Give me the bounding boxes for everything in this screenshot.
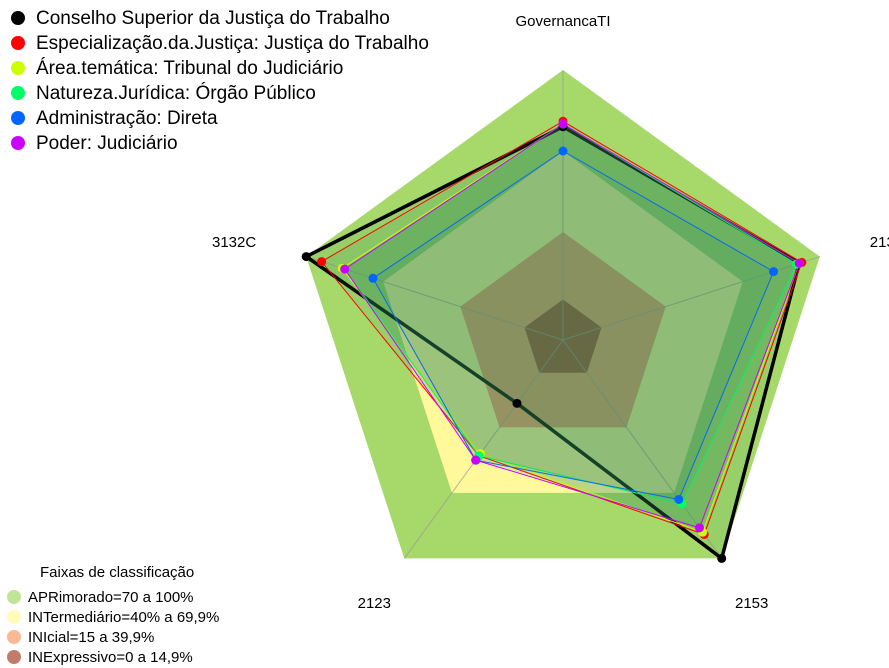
series-point: [558, 119, 568, 129]
band-legend-marker: [7, 630, 21, 644]
legend-label: Natureza.Jurídica: Órgão Público: [36, 82, 316, 104]
band-legend-label: INIcial=15 a 39,9%: [28, 629, 154, 646]
legend: Conselho Superior da Justiça do Trabalho…: [7, 8, 429, 666]
series-line: [372, 150, 775, 501]
legend-marker: [11, 61, 25, 75]
series: [301, 116, 807, 563]
series-point: [717, 553, 727, 563]
series-point: [558, 146, 568, 156]
series-point: [301, 252, 311, 262]
series-point: [317, 257, 327, 267]
series-area: [344, 124, 797, 504]
series-point: [674, 494, 684, 504]
axis-label: 3132C: [212, 234, 256, 251]
series-line: [344, 123, 800, 529]
series-point: [769, 267, 779, 277]
band-legend-label: INTermediário=40% a 69,9%: [28, 609, 219, 626]
legend-label: Especialização.da.Justiça: Justiça do Tr…: [36, 33, 429, 54]
series-point: [694, 523, 704, 533]
series-area: [372, 151, 774, 500]
legend-marker: [11, 86, 25, 100]
series-point: [512, 398, 522, 408]
series-point: [471, 455, 481, 465]
axis-line: [403, 339, 564, 559]
axis-label: GovernancaTI: [515, 13, 610, 30]
series-point: [794, 258, 804, 268]
axis-label: 2133: [870, 234, 889, 251]
band-legend-label: INExpressivo=0 a 14,9%: [28, 649, 193, 666]
series-area: [342, 124, 800, 533]
band-legend-marker: [7, 610, 21, 624]
bands-title: Faixas de classificação: [40, 564, 194, 581]
series-point: [368, 273, 378, 283]
axis-label: 2153: [735, 595, 768, 612]
legend-marker: [11, 11, 25, 25]
legend-marker: [11, 36, 25, 50]
legend-label: Poder: Judiciário: [36, 133, 178, 154]
legend-label: Administração: Direta: [36, 108, 218, 129]
series-area: [306, 126, 800, 559]
axis-label: 2123: [358, 595, 391, 612]
legend-marker: [11, 111, 25, 125]
series-area: [321, 121, 802, 535]
axis-line: [562, 339, 723, 559]
legend-label: Área.temática: Tribunal do Judiciário: [36, 58, 343, 79]
series-point: [340, 264, 350, 274]
legend-marker: [11, 136, 25, 150]
band-legend-label: APRimorado=70 a 100%: [28, 589, 194, 606]
band-legend-marker: [7, 590, 21, 604]
legend-label: Conselho Superior da Justiça do Trabalho: [36, 8, 390, 29]
series-area: [344, 124, 800, 528]
band-legend-marker: [7, 650, 21, 664]
